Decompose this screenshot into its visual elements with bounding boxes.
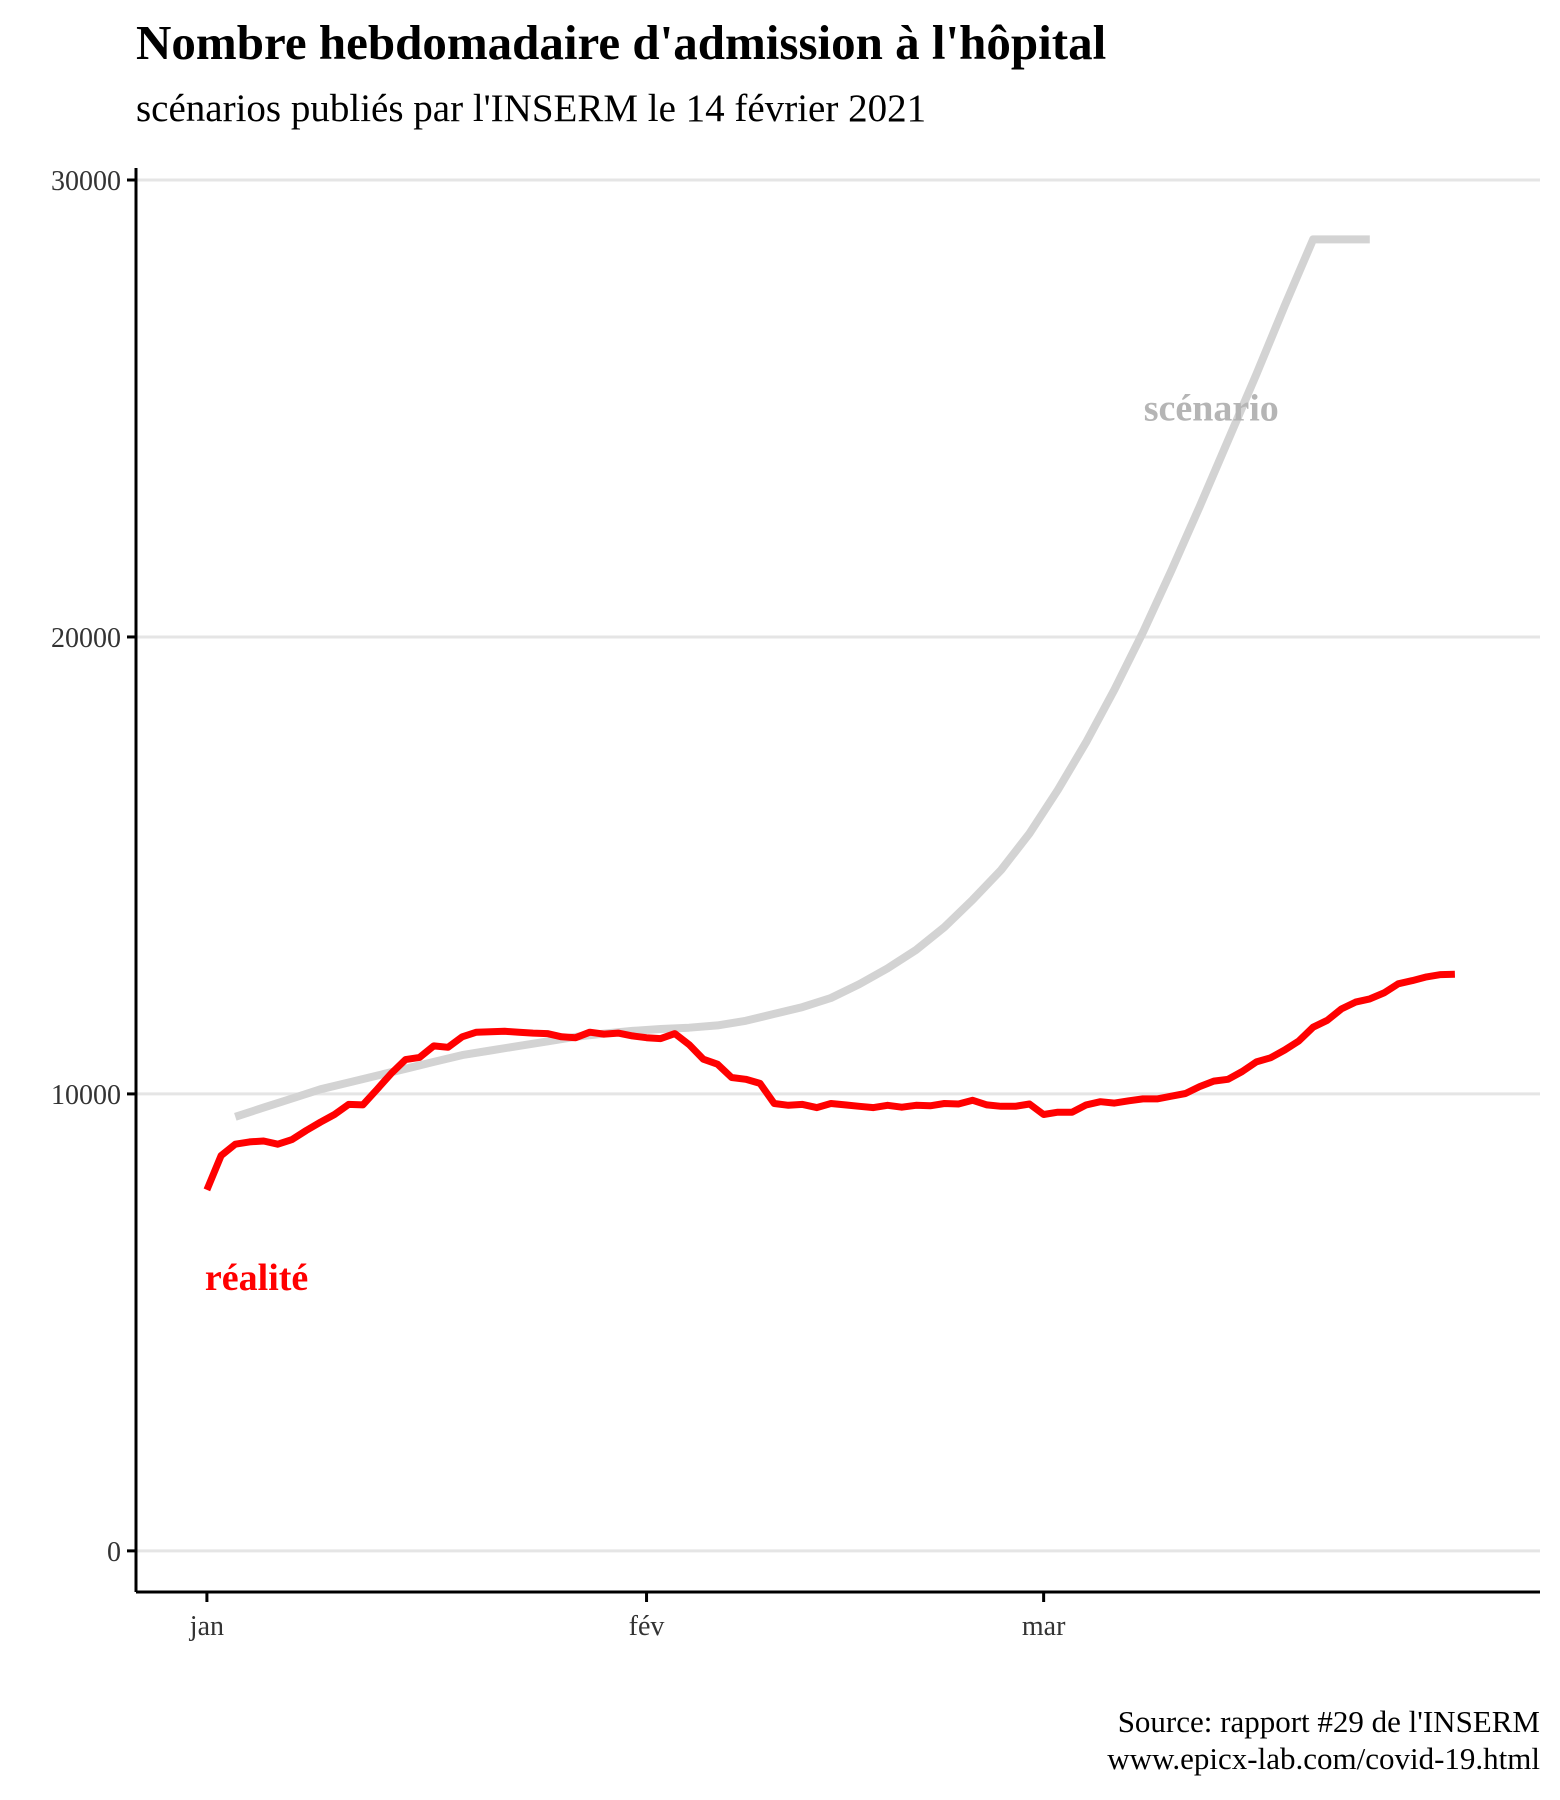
y-axis-ticks: 0 10000 20000 30000 <box>51 166 136 1568</box>
source-line: Source: rapport #29 de l'INSERM <box>1117 1704 1540 1739</box>
series-line-realite <box>203 970 1455 1192</box>
gridlines <box>136 178 1540 1553</box>
axes <box>134 168 1540 1594</box>
x-tick-label-jan: jan <box>189 1611 224 1642</box>
x-tick-label-mar: mar <box>1022 1611 1066 1642</box>
chart-title: Nombre hebdomadaire d'admission à l'hôpi… <box>136 15 1107 70</box>
series-line-scenario <box>234 235 1370 1121</box>
y-tick-label-20000: 20000 <box>51 623 121 654</box>
series-label-scenario: scénario <box>1144 387 1279 429</box>
series-label-realite: réalité <box>205 1257 308 1299</box>
source-caption: Source: rapport #29 de l'INSERM www.epic… <box>1107 1703 1540 1777</box>
x-axis-ticks: jan fév mar <box>189 1592 1066 1642</box>
chart-subtitle: scénarios publiés par l'INSERM le 14 fév… <box>136 87 927 130</box>
series-lines <box>203 235 1455 1192</box>
y-tick-label-10000: 10000 <box>51 1080 121 1111</box>
source-url: www.epicx-lab.com/covid-19.html <box>1107 1741 1540 1776</box>
x-tick-label-fév: fév <box>629 1611 665 1642</box>
series-labels: scénario réalité <box>205 387 1279 1298</box>
y-tick-label-30000: 30000 <box>51 166 121 197</box>
y-tick-label-0: 0 <box>107 1537 121 1568</box>
